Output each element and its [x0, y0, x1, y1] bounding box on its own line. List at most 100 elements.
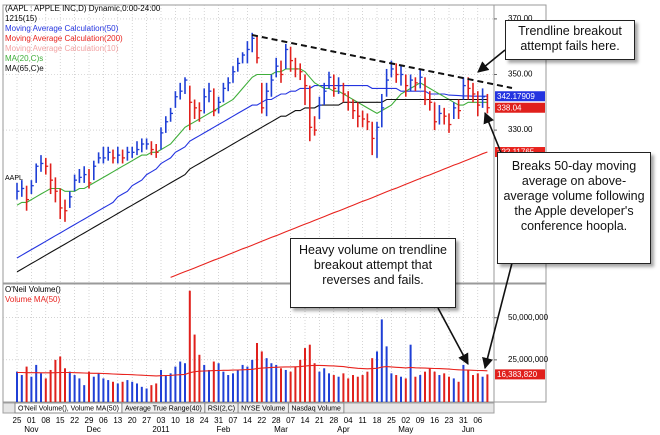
x-tick-label: 25 [387, 416, 396, 425]
volume-bar [275, 364, 278, 402]
volume-bar [409, 344, 412, 402]
volume-bar [385, 346, 388, 402]
volume-bar [352, 375, 354, 402]
volume-bar [356, 376, 359, 402]
volume-bar [188, 290, 191, 402]
volume-bar [145, 388, 148, 402]
annotation: Heavy volume on trendline breakout attem… [290, 238, 456, 308]
x-tick-label: 13 [113, 416, 122, 425]
month-label: Apr [337, 425, 350, 434]
volume-bar [169, 373, 172, 402]
x-tick-label: 11 [358, 416, 367, 425]
volume-bar [150, 385, 153, 402]
moving-average-line [16, 85, 488, 259]
x-tick-label: 04 [344, 416, 353, 425]
tab-label[interactable]: Average True Range(40) [125, 405, 202, 412]
x-tick-label: 06 [473, 416, 482, 425]
volume-bar [299, 359, 302, 402]
x-tick-label: 16 [430, 416, 439, 425]
legend-entry: Moving Average Calculation(50) [5, 24, 119, 33]
volume-bar [472, 375, 474, 402]
volume-bar [371, 358, 374, 402]
x-tick-label: 23 [445, 416, 454, 425]
chart-subtitle: 1215(15) [5, 14, 37, 23]
x-tick-label: 09 [416, 416, 425, 425]
x-tick-label: 28 [272, 416, 281, 425]
volume-bar [476, 373, 479, 402]
volume-bar [438, 375, 441, 402]
volume-bar [126, 380, 129, 402]
volume-bar [73, 375, 76, 402]
volume-bar [270, 363, 273, 402]
x-tick-label: 15 [56, 416, 65, 425]
volume-bar [64, 368, 66, 402]
volume-bar [203, 364, 206, 402]
x-tick-label: 25 [13, 416, 22, 425]
volume-bar [25, 366, 28, 402]
volume-bar [30, 376, 33, 402]
volume-pane [2, 283, 547, 403]
volume-bar [452, 378, 455, 402]
volume-bar [198, 354, 201, 402]
month-label: May [398, 425, 413, 434]
volume-bar [193, 334, 196, 402]
volume-bar [227, 375, 230, 402]
volume-bar [16, 371, 18, 402]
volume-bar [102, 378, 105, 402]
x-tick-label: 20 [128, 416, 137, 425]
volume-bar [400, 376, 402, 402]
x-tick-label: 27 [142, 416, 151, 425]
annotation: Trendline breakout attempt fails here. [505, 20, 635, 60]
tab[interactable] [287, 402, 345, 414]
x-tick-label: 22 [257, 416, 266, 425]
tab-label[interactable]: RSI(2,C) [208, 405, 235, 412]
volume-bar [184, 363, 186, 402]
x-tick-label: 07 [229, 416, 238, 425]
x-tick-label: 24 [200, 416, 209, 425]
y-tick-label: 25,000,000 [508, 355, 549, 364]
volume-bar [140, 386, 143, 402]
volume-bar [428, 368, 431, 402]
volume-bar [448, 376, 450, 402]
volume-bar [265, 358, 268, 402]
symbol-label: AAPL [5, 175, 23, 182]
y-tick-label: 370.00 [508, 14, 533, 23]
tab-label[interactable]: O'Neil Volume(), Volume MA(50) [18, 405, 119, 412]
volume-bar [160, 369, 162, 402]
volume-bar [318, 371, 321, 402]
value-tag [495, 91, 545, 102]
x-tick-label: 01 [27, 416, 36, 425]
volume-bar [457, 381, 460, 402]
legend-entry: MA(20,C)s [5, 54, 43, 63]
volume-bar [35, 364, 38, 402]
volume-bar [68, 371, 71, 402]
annotation: Breaks 50-day moving average on above-av… [497, 152, 651, 264]
volume-bar [289, 371, 292, 402]
x-tick-label: 29 [85, 416, 94, 425]
volume-bar [112, 381, 114, 402]
x-tick-label: 10 [171, 416, 180, 425]
x-tick-label: 08 [41, 416, 50, 425]
volume-bar [280, 368, 282, 402]
volume-bar [78, 378, 81, 402]
volume-bar [284, 369, 287, 402]
volume-bar [49, 369, 52, 402]
x-tick-label: 07 [286, 416, 295, 425]
volume-bar [395, 375, 398, 402]
x-tick-label: 31 [459, 416, 468, 425]
legend-entry: MA(65,C)e [5, 64, 44, 73]
value-tag [495, 102, 545, 113]
x-tick-label: 14 [243, 416, 252, 425]
volume-bar [174, 366, 177, 402]
volume-bar [481, 376, 484, 402]
tab-label[interactable]: NYSE Volume [241, 405, 285, 412]
volume-bar [313, 363, 316, 402]
tab-label[interactable]: Nasdaq Volume [291, 405, 341, 412]
y-tick-label: 350.00 [508, 70, 533, 79]
volume-bar [155, 383, 158, 402]
month-label: Jun [462, 425, 475, 434]
value-tag-label: 338.04 [497, 103, 522, 112]
legend-entry: Moving Average Calculation(200) [5, 34, 123, 43]
volume-bar [136, 383, 138, 402]
volume-bar [232, 373, 234, 402]
